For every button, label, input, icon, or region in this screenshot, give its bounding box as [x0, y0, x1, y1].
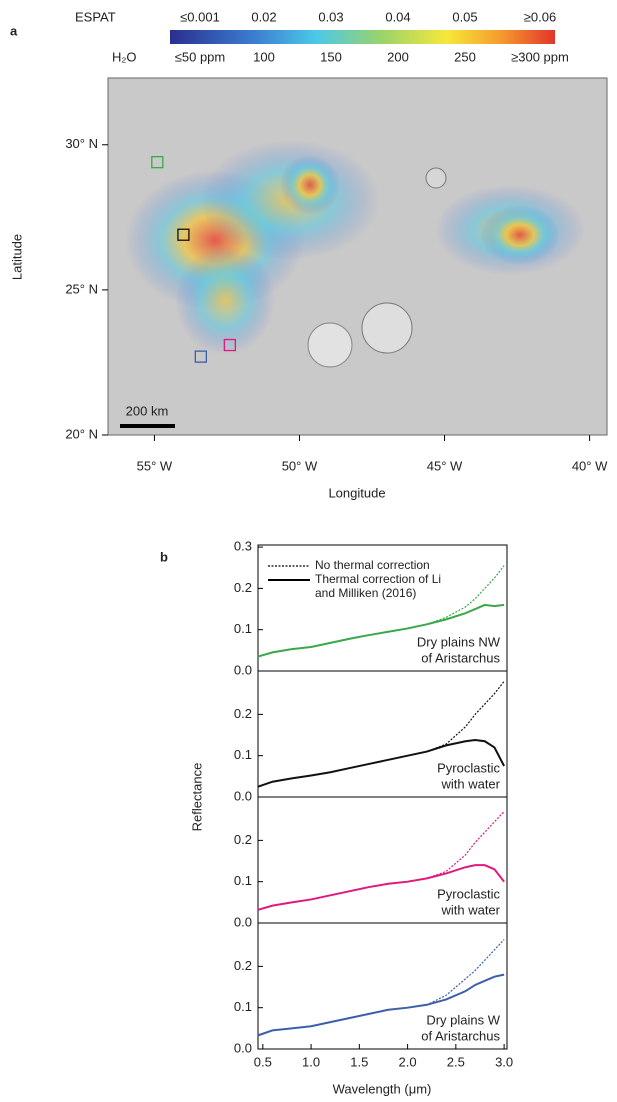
colorbar-title: H₂O	[112, 49, 137, 64]
panel-label: a	[10, 23, 18, 38]
spectrum-line	[257, 680, 505, 788]
colorbar-label: 0.02	[251, 9, 276, 24]
y-tick-label: 0.0	[234, 788, 252, 803]
site-marker	[194, 350, 207, 363]
colorbar-label: 100	[253, 49, 275, 64]
x-tick-label: 55° W	[137, 458, 173, 473]
site-marker	[177, 228, 190, 241]
annotation: with water	[440, 776, 500, 791]
colorbar-label: ≥0.06	[524, 9, 556, 24]
x-tick-label: 0.5	[254, 1054, 272, 1069]
site-marker	[151, 156, 164, 169]
annotation: of Aristarchus	[421, 650, 500, 665]
map-frame	[107, 77, 608, 436]
x-axis-label: Wavelength (μm)	[333, 1081, 432, 1096]
y-tick-label: 0.2	[234, 958, 252, 973]
plot-frame	[257, 922, 508, 1050]
legend-entry: No thermal correction	[315, 558, 430, 572]
x-tick-label: 3.0	[495, 1054, 513, 1069]
y-axis-label: Latitude	[9, 234, 24, 280]
colorbar-label: ≤50 ppm	[175, 49, 226, 64]
legend-entry: Thermal correction of Li and Milliken (2…	[315, 572, 442, 600]
spectrum-line	[257, 603, 505, 658]
colorbar-label: 250	[454, 49, 476, 64]
legend-label: No thermal correction	[315, 558, 430, 572]
annotation: Pyroclastic	[437, 760, 500, 775]
colorbar-label: ≤0.001	[180, 9, 220, 24]
x-tick-label: 40° W	[572, 458, 608, 473]
x-tick-label: 45° W	[427, 458, 463, 473]
scale-bar-label: 200 km	[126, 403, 169, 418]
annotation: Dry plains W	[426, 1012, 500, 1027]
y-tick-label: 0.1	[234, 999, 252, 1014]
site-marker	[223, 338, 236, 352]
panel-label: b	[160, 549, 168, 564]
y-tick-label: 0.2	[234, 706, 252, 721]
y-tick-label: 0.1	[234, 873, 252, 888]
x-tick-label: 1.5	[350, 1054, 368, 1069]
annotation: with water	[440, 902, 500, 917]
legend-label: Thermal correction of Li and Milliken (2…	[315, 572, 442, 600]
spectrum-line	[257, 738, 505, 788]
y-tick-label: 0.0	[234, 662, 252, 677]
spectrum-line	[257, 864, 505, 911]
annotation: Dry plains NW	[417, 634, 501, 649]
x-tick-label: 50° W	[282, 458, 318, 473]
spectrum-line	[257, 973, 505, 1037]
colorbar-label: 200	[387, 49, 409, 64]
x-tick-label: 2.0	[399, 1054, 417, 1069]
y-axis-label: Reflectance	[189, 763, 204, 832]
x-axis-label: Longitude	[328, 485, 385, 500]
colorbar-label: ≥300 ppm	[511, 49, 569, 64]
y-tick-label: 30° N	[65, 136, 98, 151]
x-tick-label: 2.5	[447, 1054, 465, 1069]
y-tick-label: 0.0	[234, 1040, 252, 1055]
y-tick-label: 0.1	[234, 621, 252, 636]
x-tick-label: 1.0	[302, 1054, 320, 1069]
y-tick-label: 25° N	[65, 281, 98, 296]
map-image	[108, 78, 607, 435]
annotation: Pyroclastic	[437, 886, 500, 901]
y-tick-label: 20° N	[65, 426, 98, 441]
colorbar	[170, 30, 555, 44]
y-tick-label: 0.1	[234, 747, 252, 762]
y-tick-label: 0.2	[234, 832, 252, 847]
colorbar-title: ESPAT	[75, 9, 116, 24]
colorbar-label: 0.04	[385, 9, 410, 24]
colorbar-label: 0.03	[318, 9, 343, 24]
colorbar-label: 0.05	[452, 9, 477, 24]
spectrum-line	[257, 939, 505, 1036]
y-tick-label: 0.0	[234, 914, 252, 929]
y-tick-label: 0.2	[234, 580, 252, 595]
annotation: of Aristarchus	[421, 1028, 500, 1043]
y-tick-label: 0.3	[234, 539, 252, 554]
colorbar-label: 150	[320, 49, 342, 64]
